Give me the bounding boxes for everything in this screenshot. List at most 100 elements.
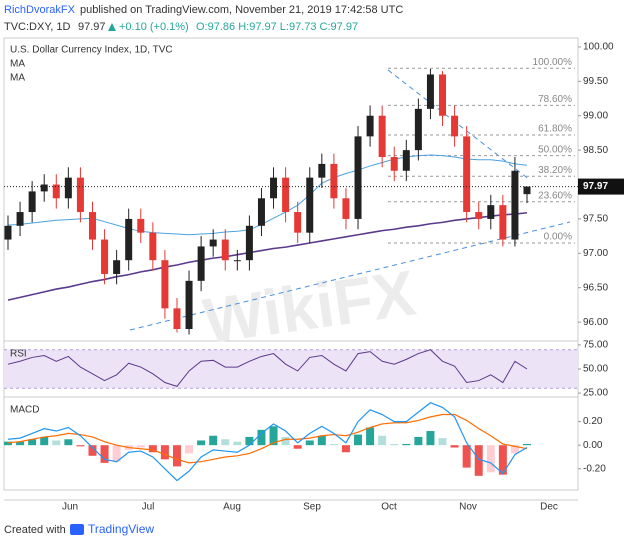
candle-body [511,170,519,240]
histogram-bar [510,445,519,454]
x-tick-label: Dec [540,502,558,513]
histogram-bar [305,440,314,446]
histogram-bar [438,438,447,446]
legend-entry: MA [10,59,25,70]
histogram-bar [390,444,399,446]
histogram-bar [64,439,73,446]
histogram-bar [245,436,254,446]
candle-body [523,186,531,195]
histogram-bar [474,445,483,476]
histogram-bar [462,445,471,468]
candle-body [378,115,386,158]
candle-body [185,280,193,329]
candle-body [306,177,314,233]
candle-body [366,115,374,137]
candle-body [402,150,410,171]
candle-body [4,225,12,240]
histogram-bar [354,434,363,446]
candle-body [318,163,326,178]
candle-body [499,205,507,240]
candle-body [173,308,181,329]
signal-line [7,413,528,464]
candle-body [221,239,229,261]
y-tick-label: 96.50 [583,282,608,293]
y-tick-label: 96.00 [583,317,608,328]
candle-body [233,260,241,262]
histogram-bar [209,435,218,446]
histogram-bar [100,445,109,463]
rsi-line [7,349,528,387]
plot-frame [3,37,579,491]
candle-body [475,212,483,219]
y-tick-label: 0.20 [583,416,603,427]
fib-label: 0.00% [544,232,572,243]
macd-line [7,402,528,482]
histogram-bar [269,426,278,446]
candle-body [426,74,434,109]
histogram-bar [293,445,302,449]
candle-body [16,212,24,226]
ohlc: O:97.86 H:97.97 L:97.73 C:97.97 [196,21,358,33]
histogram-bar [160,445,169,460]
histogram-bar [40,436,49,446]
trend-line [129,221,571,331]
histogram-bar [16,441,25,446]
histogram-bar [498,445,507,475]
published: published on TradingView.com, November 2… [80,4,403,16]
trend-line [387,69,531,181]
y-tick-label: -0.20 [583,463,606,474]
histogram-bar [450,445,459,448]
histogram-bar [486,445,495,473]
histogram-bar [197,440,206,446]
x-tick-label: Oct [381,502,397,513]
histogram-bar [172,445,181,467]
candle-body [88,212,96,240]
candle-body [330,163,338,199]
histogram-bar [402,444,411,446]
histogram-bar [88,445,97,456]
candle-body [451,115,459,137]
candle-body [76,177,84,213]
fib-label: 100.00% [533,57,573,68]
y-tick-label: 98.50 [583,145,608,156]
change: +0.10 (+0.1%) [119,21,189,33]
candle-body [439,74,447,116]
candle-body [487,205,495,219]
legend-entry: MA [10,73,25,84]
candle-body [149,232,157,261]
candle-body [354,136,362,219]
last-price-box [578,178,624,195]
fib-label: 23.60% [538,190,572,201]
up-arrow [108,23,116,31]
histogram-bar [185,445,194,454]
histogram-bar [257,429,266,446]
y-tick-label: 25.00 [583,388,608,399]
candle-body [52,184,60,199]
histogram-bar [366,427,375,446]
candle-body [64,177,72,199]
brand-logo [70,524,84,535]
x-tick-label: Sep [303,502,321,513]
x-tick-label: Nov [459,502,477,513]
rsi-band [4,349,578,389]
candle-body [390,157,398,171]
y-tick-label: 50.00 [583,364,608,375]
candle-body [28,191,36,213]
fib-label: 50.00% [538,144,572,155]
fib-label: 61.80% [538,124,572,135]
candle-body [463,136,471,213]
candle-body [209,239,217,247]
candle-body [270,177,278,199]
histogram-bar [28,439,37,446]
price: 97.97 [78,21,106,33]
histogram-bar [221,439,230,446]
histogram-bar [112,445,121,462]
candle-body [197,246,205,281]
symbol: TVC:DXY, 1D [4,21,70,33]
candle-body [113,260,121,274]
fib-label: 38.20% [538,165,572,176]
histogram-bar [426,431,435,446]
histogram-bar [4,441,12,446]
created-with: Created with [4,524,66,536]
